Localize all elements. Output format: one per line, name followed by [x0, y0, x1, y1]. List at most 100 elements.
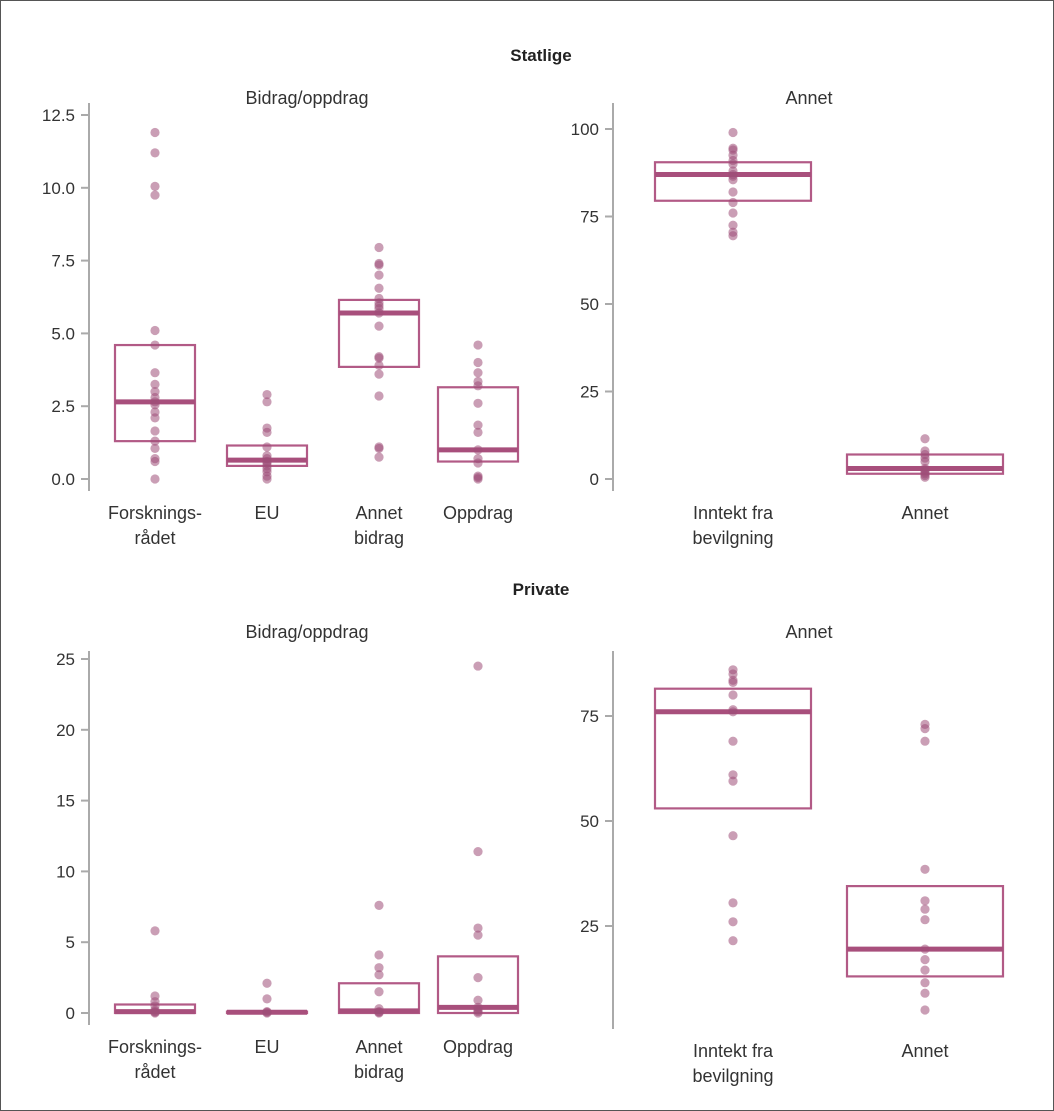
panel-title: Bidrag/oppdrag	[245, 622, 368, 642]
chart-panel-private-annet: 25 50 75 Inntekt fra bevilgning Annet	[580, 651, 1005, 1086]
data-point	[728, 831, 738, 841]
data-point	[150, 368, 160, 378]
data-point	[920, 463, 930, 474]
x-category-label: EU	[254, 1037, 279, 1057]
data-point	[150, 454, 160, 464]
data-point	[374, 270, 384, 280]
data-point	[374, 352, 384, 362]
data-point	[150, 926, 160, 936]
y-tick-label: 0	[66, 1004, 75, 1023]
x-category-label: Annet bidrag	[354, 1037, 404, 1082]
data-point	[374, 321, 384, 331]
data-point	[150, 387, 160, 397]
data-point	[473, 846, 483, 857]
y-tick-label: 25	[580, 383, 599, 402]
data-point	[920, 978, 930, 988]
y-tick-label: 12.5	[42, 106, 75, 125]
data-point	[920, 864, 930, 874]
data-point	[473, 357, 483, 368]
data-point	[473, 995, 483, 1005]
data-point	[473, 930, 483, 940]
y-tick-label: 20	[56, 721, 75, 740]
x-category-label: Annet	[901, 1041, 948, 1061]
y-tick-label: 0	[590, 470, 599, 489]
data-point	[473, 454, 483, 464]
y-tick-label: 0.0	[51, 470, 75, 489]
box	[653, 687, 813, 810]
x-category-label: Inntekt fra bevilgning	[692, 1041, 774, 1086]
x-category-label: Inntekt fra bevilgning	[692, 503, 774, 548]
data-point	[728, 675, 738, 685]
section-title-statlige: Statlige	[510, 46, 571, 65]
data-point	[150, 991, 160, 1001]
data-point	[473, 368, 483, 378]
data-point	[262, 397, 272, 407]
data-point	[374, 963, 384, 973]
section-title-private: Private	[513, 580, 570, 599]
y-tick-label: 10	[56, 862, 75, 881]
x-category-label: Oppdrag	[443, 503, 513, 523]
data-point	[920, 904, 930, 914]
x-category-label: EU	[254, 503, 279, 523]
chart-panel-statlige-bidrag: 0.0 2.5 5.0 7.5 10.0 12.5 Forsknings-rådet EU An…	[42, 103, 520, 548]
data-point	[374, 970, 384, 980]
data-point	[150, 127, 160, 138]
data-point	[728, 227, 738, 237]
panel-title: Annet	[785, 88, 832, 108]
data-point	[473, 471, 483, 481]
data-point	[920, 955, 930, 965]
data-point	[150, 190, 160, 200]
data-point	[374, 258, 384, 269]
y-tick-label: 100	[571, 120, 599, 139]
data-point	[374, 950, 384, 960]
data-point	[150, 148, 160, 158]
chart-panel-private-bidrag: 0 5 10 15 20 25 Forsknings-rådet EU Annet bidrag O…	[56, 650, 520, 1082]
data-point	[150, 379, 160, 389]
data-point	[473, 376, 483, 387]
data-point	[728, 143, 738, 153]
panel-title: Bidrag/oppdrag	[245, 88, 368, 108]
data-point	[920, 944, 930, 954]
data-point	[262, 1006, 272, 1017]
data-point	[473, 973, 483, 983]
data-point	[728, 187, 738, 197]
data-point	[374, 987, 384, 997]
data-point	[920, 988, 930, 998]
data-point	[728, 690, 738, 700]
y-tick-label: 15	[56, 792, 75, 811]
x-category-label: Forsknings-rådet	[108, 1037, 202, 1082]
data-point	[728, 917, 738, 927]
data-point	[728, 736, 738, 746]
data-point	[920, 965, 930, 975]
box	[845, 884, 1005, 978]
data-point	[262, 994, 272, 1004]
data-point	[374, 391, 384, 401]
data-point	[728, 220, 738, 230]
data-point	[150, 407, 160, 417]
data-point	[920, 736, 930, 746]
data-point	[374, 452, 384, 462]
data-point	[150, 436, 160, 446]
data-point	[262, 389, 272, 400]
data-point	[920, 896, 930, 906]
y-tick-label: 5.0	[51, 324, 75, 343]
data-point	[473, 427, 483, 438]
x-category-label: Annet bidrag	[354, 503, 404, 548]
data-point	[728, 936, 738, 946]
data-point	[473, 923, 483, 933]
y-tick-label: 2.5	[51, 397, 75, 416]
data-point	[374, 900, 384, 910]
data-point	[150, 443, 160, 454]
data-point	[150, 474, 160, 484]
data-point	[728, 166, 738, 176]
data-point	[374, 242, 384, 253]
y-tick-label: 75	[580, 707, 599, 726]
data-point	[473, 445, 483, 455]
data-point	[374, 283, 384, 293]
data-point	[728, 776, 738, 786]
y-tick-label: 25	[56, 650, 75, 669]
data-point	[262, 442, 272, 452]
y-tick-label: 5	[66, 933, 75, 952]
